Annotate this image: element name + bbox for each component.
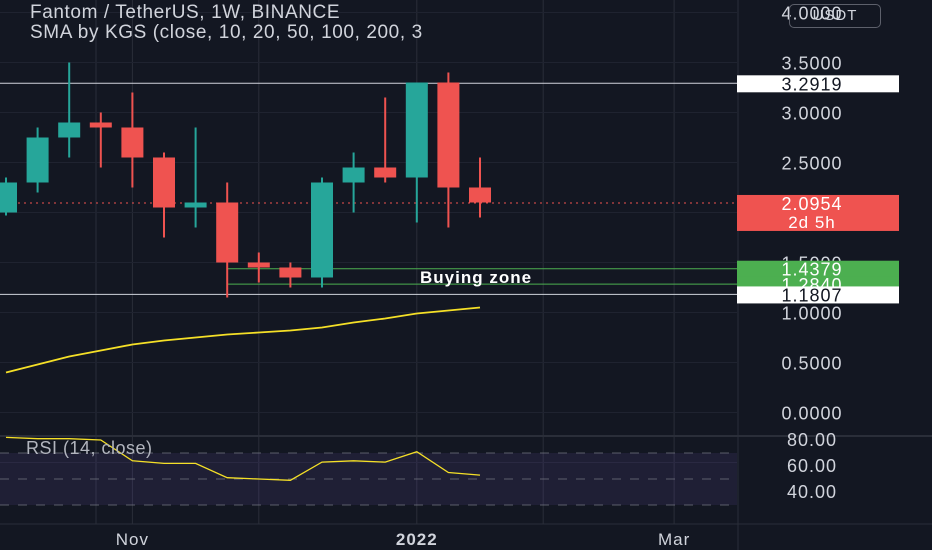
indicator-legend[interactable]: SMA by KGS (close, 10, 20, 50, 100, 200,… — [30, 22, 423, 43]
candle-body — [0, 182, 17, 213]
candle — [153, 152, 175, 238]
candle-body — [26, 137, 49, 183]
zone-top-price-label: 1.4379 — [781, 260, 842, 280]
candle — [279, 262, 302, 288]
rsi-legend[interactable]: RSI (14, close) — [26, 438, 153, 458]
candle-body — [89, 122, 112, 128]
candle-body — [153, 157, 175, 208]
time-tick-label: Mar — [658, 530, 690, 549]
buying-zone-label: Buying zone — [420, 268, 532, 287]
resistance-price-label: 3.2919 — [781, 74, 842, 94]
candle-body — [469, 187, 491, 203]
support-price-tag — [737, 286, 899, 304]
chart-title: Fantom / TetherUS, 1W, BINANCE — [30, 2, 341, 23]
rsi-tick-label: 60.00 — [787, 456, 837, 476]
candle — [247, 252, 270, 283]
candle-body — [342, 167, 365, 183]
rsi-line — [5, 436, 481, 481]
sma-layer — [5, 306, 481, 374]
candle — [184, 127, 207, 228]
candle-body — [216, 202, 239, 263]
candle — [342, 152, 365, 213]
rsi-panel — [0, 436, 737, 506]
candle-body — [58, 122, 81, 138]
candle — [405, 82, 428, 223]
candle-body — [374, 167, 397, 178]
candle — [311, 177, 333, 288]
resistance-price-tag — [737, 75, 899, 93]
price-tick-label: 3.5000 — [781, 54, 842, 74]
level-lines: Buying zone — [0, 82, 737, 295]
price-tick-label: 2.5000 — [781, 154, 842, 174]
candle — [437, 72, 460, 228]
candle-body — [279, 267, 302, 278]
rsi-tick-label: 80.00 — [787, 430, 837, 450]
candle-body — [121, 127, 144, 158]
candle — [374, 97, 397, 183]
support-price-label: 1.1807 — [781, 285, 842, 305]
candle — [58, 62, 81, 158]
price-tick-label: 3.0000 — [781, 104, 842, 124]
candle-body — [405, 82, 428, 178]
candle-body — [247, 262, 270, 268]
price-tick-label: 0.0000 — [781, 404, 842, 424]
price-tick-label: 4.0000 — [781, 4, 842, 24]
countdown-label: 2d 5h — [788, 213, 836, 232]
price-axis: 0.00000.50001.00001.50002.00002.50003.00… — [737, 4, 899, 502]
current-price-label: 2.0954 — [781, 194, 842, 214]
candle — [469, 157, 491, 218]
current-price-tag — [737, 194, 899, 231]
sma-line — [5, 306, 481, 374]
candle — [121, 92, 144, 188]
price-tick-label: 1.0000 — [781, 304, 842, 324]
price-tick-label: 0.5000 — [781, 354, 842, 374]
time-axis: Nov 2022 Mar — [116, 530, 690, 549]
time-tick-label: 2022 — [396, 530, 438, 549]
currency-button[interactable]: USDT — [789, 4, 881, 28]
candle — [89, 112, 112, 168]
rsi-tick-label: 40.00 — [787, 482, 837, 502]
candles — [0, 62, 491, 298]
candle — [216, 182, 239, 298]
candle-body — [311, 182, 333, 278]
candle — [26, 127, 49, 193]
time-tick-label: Nov — [116, 530, 149, 549]
candle — [0, 177, 17, 216]
zone-top-price-tag — [737, 260, 899, 278]
candle-body — [184, 202, 207, 208]
candle-body — [437, 82, 460, 188]
